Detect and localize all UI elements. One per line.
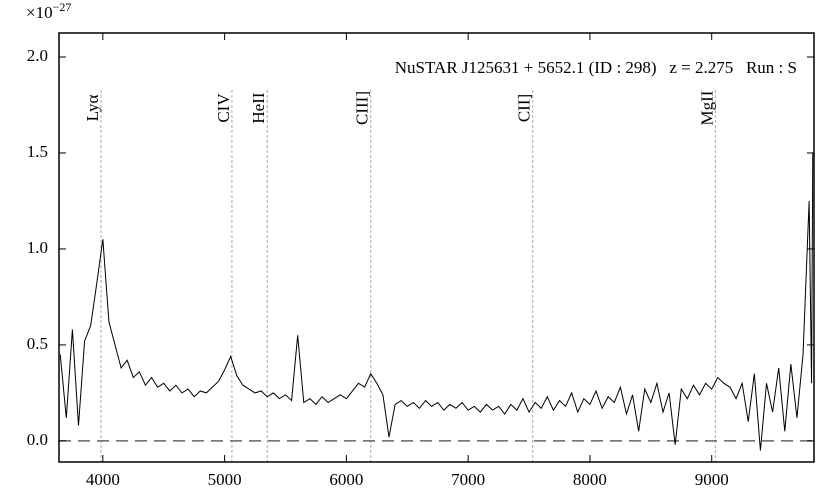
emission-line-label: HeII	[249, 92, 268, 123]
chart-title: NuSTAR J125631 + 5652.1 (ID : 298) z = 2…	[395, 58, 797, 77]
y-tick-label: 2.0	[27, 46, 48, 65]
plot-frame	[58, 32, 815, 463]
emission-line-label: CIV	[214, 93, 233, 123]
emission-line-label: CIII]	[353, 91, 372, 125]
y-tick-label: 1.0	[27, 238, 48, 257]
y-tick-label: 0.0	[27, 430, 48, 449]
x-tick-label: 9000	[695, 470, 729, 489]
x-tick-label: 8000	[573, 470, 607, 489]
y-multiplier-base: ×10	[26, 3, 53, 22]
emission-line-label: CII]	[515, 94, 534, 122]
y-multiplier: ×10−27	[26, 0, 71, 22]
x-tick-label: 6000	[329, 470, 363, 489]
emission-line-label: Lyα	[83, 94, 102, 121]
x-tick-label: 7000	[451, 470, 485, 489]
y-tick-label: 0.5	[27, 334, 48, 353]
x-tick-label: 5000	[208, 470, 242, 489]
y-tick-label: 1.5	[27, 142, 48, 161]
spectrum-line	[59, 152, 814, 451]
emission-line-label: MgII	[697, 90, 716, 125]
y-multiplier-exponent: −27	[53, 0, 72, 14]
x-tick-label: 4000	[86, 470, 120, 489]
